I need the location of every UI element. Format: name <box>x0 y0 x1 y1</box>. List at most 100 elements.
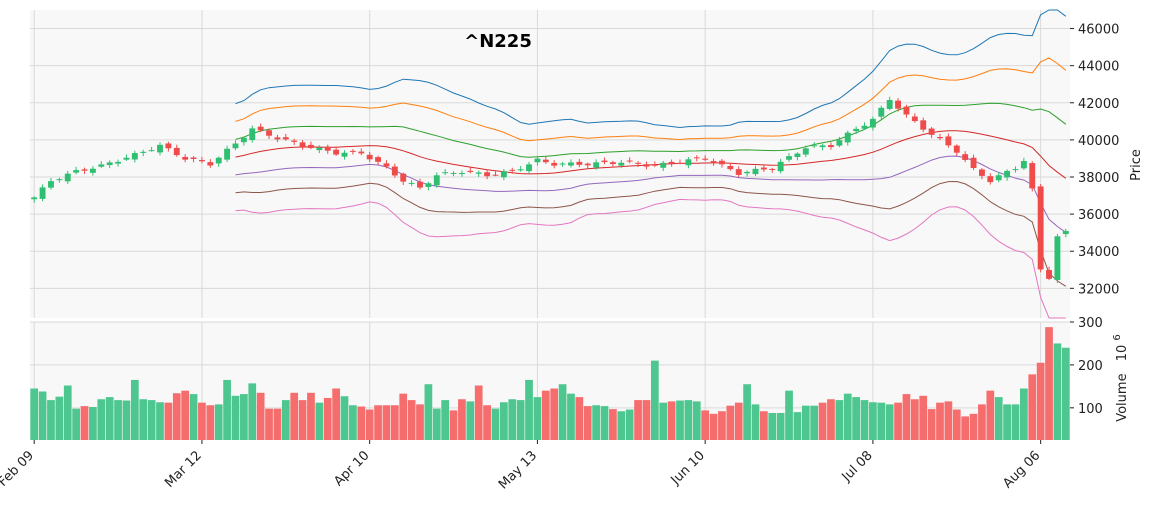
price-tick-label: 34000 <box>1078 245 1119 260</box>
price-axis-label: Price <box>1129 149 1144 181</box>
candle-body <box>869 118 876 128</box>
candle <box>794 152 801 161</box>
volume-bar <box>1036 362 1045 440</box>
volume-bar <box>625 409 634 440</box>
candle <box>408 179 415 187</box>
candle-body <box>811 145 818 147</box>
candle <box>333 146 340 156</box>
candle-body <box>425 183 432 187</box>
candle-body <box>190 157 197 159</box>
candle <box>987 173 994 185</box>
candle <box>450 171 457 177</box>
x-tick-label: Apr 10 <box>331 448 372 489</box>
volume-bar <box>198 402 206 440</box>
volume-bar <box>818 402 827 440</box>
candle-body <box>886 100 893 109</box>
candle <box>1012 166 1019 173</box>
candle-body <box>559 163 566 165</box>
candle-body <box>417 181 423 188</box>
volume-bar <box>474 385 483 440</box>
volume-bar <box>994 397 1003 440</box>
candle-body <box>995 175 1002 181</box>
candle <box>1054 234 1061 284</box>
candle <box>232 140 239 151</box>
volume-bar <box>349 405 357 440</box>
candle <box>115 159 121 167</box>
candle-body <box>987 176 994 183</box>
candle-body <box>459 173 465 175</box>
volume-bar <box>659 402 668 440</box>
volume-tick-labels: 100 200 300 <box>1070 316 1103 417</box>
volume-bar <box>38 391 47 440</box>
candle <box>500 169 507 181</box>
candle-body <box>165 143 172 149</box>
volume-bar <box>567 393 575 440</box>
candle-body <box>719 160 725 165</box>
volume-bar <box>902 394 911 440</box>
candle <box>744 170 751 177</box>
candle-body <box>593 162 600 168</box>
candle <box>39 184 46 202</box>
candle <box>131 150 138 163</box>
candle-body <box>182 156 189 160</box>
candle-body <box>735 169 742 175</box>
candle-body <box>442 172 449 174</box>
volume-bar <box>63 385 72 440</box>
volume-bar <box>122 400 131 440</box>
candle-body <box>199 159 205 162</box>
candle <box>819 143 826 151</box>
candle-body <box>266 130 272 136</box>
candle-body <box>224 148 231 160</box>
candle <box>802 145 809 158</box>
candle <box>1029 161 1036 192</box>
volume-bar <box>139 399 148 440</box>
candle <box>417 178 423 190</box>
candle <box>73 166 80 175</box>
candle <box>148 146 155 152</box>
candle <box>358 148 365 156</box>
volume-bar <box>432 408 441 440</box>
volume-bar <box>416 404 424 440</box>
band-line-band_7 <box>235 198 1066 319</box>
candle-body <box>1004 170 1011 178</box>
band-line-band_3 <box>235 102 1067 158</box>
candle <box>299 140 306 150</box>
candle <box>190 156 197 163</box>
x-tick-label: May 13 <box>496 448 540 492</box>
candle <box>777 158 784 174</box>
volume-tick-label: 300 <box>1078 316 1103 331</box>
candle-body <box>685 159 692 166</box>
price-tick-label: 44000 <box>1078 60 1119 75</box>
volume-bar <box>55 396 64 440</box>
candle <box>182 154 189 163</box>
volume-bar <box>910 399 919 440</box>
price-tick-labels: 32000 34000 36000 38000 40000 42000 44000 46000 <box>1070 23 1119 297</box>
candle-body <box>1062 231 1069 235</box>
volume-bar <box>760 411 768 440</box>
candle <box>475 170 482 177</box>
candle <box>668 159 675 167</box>
volume-bar <box>508 399 517 440</box>
candle <box>165 141 172 152</box>
candle-body <box>903 106 910 115</box>
candle-body <box>375 157 381 162</box>
candle <box>98 161 105 169</box>
volume-bar <box>80 406 89 440</box>
candle <box>660 160 667 171</box>
candle <box>1020 157 1027 170</box>
candle-body <box>391 166 398 176</box>
candle <box>937 133 943 141</box>
candle <box>878 105 885 120</box>
candle-body <box>316 147 323 151</box>
volume-bar <box>835 400 844 440</box>
candle <box>425 181 432 191</box>
candle-body <box>433 175 440 186</box>
candle-body <box>274 137 281 140</box>
candle-body <box>744 171 751 174</box>
volume-bar <box>810 405 819 440</box>
candle <box>869 116 876 131</box>
price-tick-label: 42000 <box>1078 97 1119 112</box>
band-line-mid <box>235 130 1067 179</box>
candle <box>995 172 1002 183</box>
candle-body <box>324 146 331 151</box>
